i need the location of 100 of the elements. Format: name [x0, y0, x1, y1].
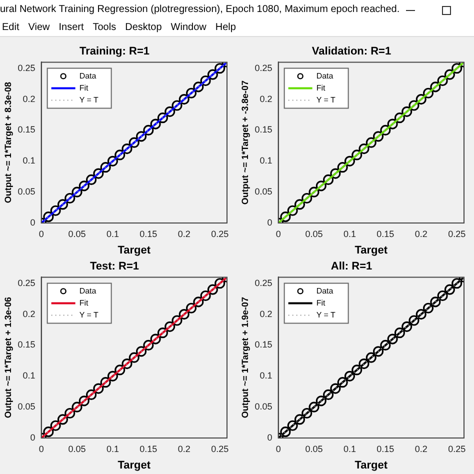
- chart-title: Validation: R=1: [312, 46, 392, 58]
- text: Edit: [2, 22, 20, 33]
- point: [186, 302, 197, 314]
- y-tick-label: 0.2: [260, 94, 272, 104]
- point: [57, 199, 68, 210]
- legend-label: Y = T: [79, 95, 98, 104]
- point: [100, 162, 111, 173]
- chart-title: All: R=1: [330, 260, 372, 273]
- y-tick-label: 0.15: [18, 124, 36, 135]
- x-tick-label: 0.05: [68, 228, 86, 239]
- y-tick-label: 0.25: [254, 62, 272, 73]
- y-tick-label: 0.05: [254, 186, 272, 197]
- x-tick-label: 0.05: [305, 444, 323, 454]
- x-tick-label: 0.25: [211, 444, 229, 454]
- point: [86, 174, 97, 186]
- point: [157, 112, 168, 124]
- point: [214, 278, 226, 289]
- point: [352, 150, 362, 160]
- y-tick-label: 0: [30, 217, 36, 228]
- y-tick-label: 0.25: [254, 278, 272, 288]
- point: [164, 321, 176, 332]
- point: [150, 118, 161, 130]
- point: [100, 377, 111, 388]
- point: [172, 100, 182, 111]
- point: [287, 420, 298, 431]
- point: [164, 106, 176, 117]
- x-axis-title: Target: [118, 459, 151, 472]
- point: [122, 143, 132, 154]
- x-tick-label: 0.1: [343, 444, 356, 454]
- point: [294, 414, 306, 425]
- chart-title: Test: R=1: [90, 260, 140, 273]
- point: [72, 402, 82, 412]
- point: [280, 426, 291, 438]
- point: [72, 186, 82, 198]
- x-tick-label: 0.05: [68, 444, 86, 454]
- point: [323, 389, 334, 400]
- x-tick-label: 0.25: [448, 228, 466, 239]
- y-tick-label: 0.25: [18, 278, 36, 288]
- point: [323, 174, 334, 186]
- point: [366, 352, 376, 363]
- point: [337, 162, 348, 173]
- y-tick-label: 0.05: [18, 186, 36, 197]
- x-tick-label: 0: [276, 228, 281, 239]
- y-tick-label: 0.1: [22, 156, 36, 166]
- x-tick-label: 0.2: [414, 228, 428, 239]
- point: [316, 180, 326, 192]
- text: Tools: [92, 22, 116, 33]
- y-axis-title: Output ~= 1*Target + -3.8e-07: [240, 80, 250, 205]
- point: [402, 106, 412, 117]
- x-tick-label: 0.1: [106, 228, 119, 239]
- y-tick-label: 0.2: [22, 94, 36, 104]
- point: [337, 377, 348, 388]
- x-tick-label: 0.1: [343, 228, 356, 239]
- x-tick-label: 0.25: [211, 228, 229, 239]
- point: [86, 389, 97, 400]
- point: [78, 180, 90, 192]
- point: [186, 88, 197, 98]
- y-axis-title: Output ~= 1*Target + 1.9e-07: [240, 297, 250, 418]
- legend-label: Y = T: [316, 310, 336, 320]
- x-tick-label: 0.2: [414, 444, 428, 454]
- y-tick-label: 0.2: [260, 308, 272, 319]
- x-tick-label: 0: [38, 228, 44, 239]
- point: [64, 192, 76, 204]
- point: [157, 328, 168, 338]
- y-tick-label: 0.15: [18, 340, 36, 350]
- x-tick-label: 0: [38, 444, 44, 454]
- point: [50, 420, 61, 431]
- legend-label: Data: [79, 71, 97, 80]
- text: Help: [215, 22, 236, 33]
- chart-title: Training: R=1: [80, 46, 150, 58]
- legend-label: Fit: [316, 83, 326, 92]
- point: [380, 124, 391, 136]
- x-tick-label: 0.05: [305, 228, 323, 239]
- text: Window: [170, 22, 206, 33]
- point: [107, 156, 118, 166]
- point: [280, 212, 291, 222]
- point: [430, 82, 441, 92]
- point: [114, 150, 126, 160]
- y-axis-title: Output ~= 1*Target + 1.3e-06: [2, 297, 13, 418]
- point: [373, 131, 384, 142]
- text: ural Network Training Regression (plotregression), Epoch 1080, Maximum epoch reached.: [0, 3, 400, 17]
- point: [50, 205, 61, 216]
- point: [437, 75, 448, 86]
- point: [380, 340, 391, 351]
- legend-label: Fit: [316, 298, 326, 308]
- point: [122, 358, 132, 370]
- point: [422, 302, 434, 314]
- y-tick-label: 0.2: [22, 308, 36, 319]
- x-tick-label: 0.15: [376, 444, 394, 454]
- point: [172, 315, 182, 326]
- point: [316, 396, 326, 406]
- point: [107, 370, 118, 382]
- legend-label: Fit: [79, 298, 89, 308]
- point: [408, 315, 420, 326]
- point: [416, 309, 426, 320]
- y-tick-label: 0.15: [254, 340, 272, 350]
- y-tick-label: 0.05: [18, 402, 36, 412]
- point: [308, 186, 320, 198]
- legend-label: Data: [79, 286, 97, 296]
- point: [200, 75, 211, 86]
